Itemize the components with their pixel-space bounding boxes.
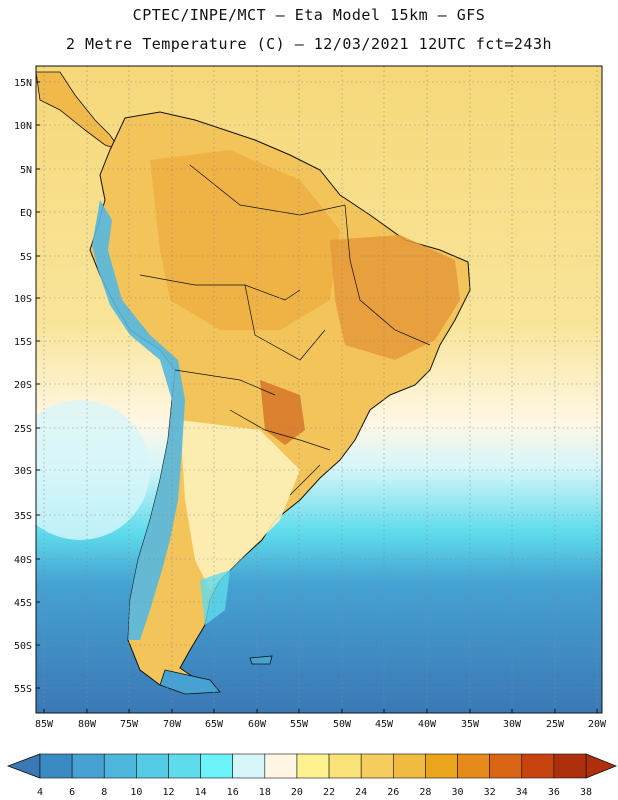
latitude-label: 15S	[14, 337, 32, 348]
cool-current-region	[36, 400, 150, 540]
colorbar-swatch	[103, 753, 137, 779]
latitude-label: 30S	[14, 466, 32, 477]
latitude-label: 20S	[14, 380, 32, 391]
colorbar-swatch	[71, 753, 105, 779]
colorbar-value-label: 30	[452, 787, 464, 798]
colorbar-value-label: 24	[355, 787, 367, 798]
patagonia-cool-region	[200, 570, 230, 625]
colorbar-value-label: 34	[516, 787, 528, 798]
longitude-label: 50W	[333, 719, 352, 730]
colorbar: 4 6 8 10 12 14 16 18 20 22 24 26 28 30 32 34 36 38	[6, 753, 618, 798]
latitude-labels: 15N 10N 5N EQ 5S 10S 15S 20S 25S 30S 35S 40S 45S 50S 5…	[14, 78, 40, 695]
andes-cold-band	[92, 200, 185, 640]
colorbar-value-label: 12	[162, 787, 174, 798]
longitude-label: 45W	[375, 719, 394, 730]
colorbar-value-label: 26	[387, 787, 399, 798]
colorbar-swatch	[39, 753, 73, 779]
latitude-label: 5N	[20, 165, 32, 176]
colorbar-left-arrow	[6, 753, 41, 779]
latitude-label: 25S	[14, 424, 32, 435]
colorbar-swatch	[168, 753, 201, 779]
longitude-label: 65W	[205, 719, 224, 730]
colorbar-value-label: 14	[195, 787, 207, 798]
map-title-line-2: 2 Metre Temperature (C) – 12/03/2021 12U…	[65, 35, 553, 53]
temperate-south-region	[180, 420, 300, 590]
latitude-label: 50S	[14, 641, 32, 652]
colorbar-swatch	[425, 753, 458, 779]
longitude-label: 70W	[163, 719, 182, 730]
colorbar-swatch	[360, 753, 394, 779]
latitude-label: 5S	[20, 252, 32, 263]
latitude-label: 55S	[14, 684, 32, 695]
colorbar-swatch	[136, 753, 169, 779]
colorbar-right-arrow	[585, 753, 618, 779]
colorbar-value-label: 10	[130, 787, 142, 798]
latitude-label: 35S	[14, 511, 32, 522]
colorbar-value-label: 8	[101, 787, 107, 798]
longitude-label: 85W	[35, 719, 54, 730]
longitude-label: 60W	[248, 719, 267, 730]
colorbar-swatch	[264, 753, 298, 779]
colorbar-value-label: 22	[323, 787, 335, 798]
colorbar-swatch	[232, 753, 266, 779]
longitude-label: 30W	[503, 719, 522, 730]
colorbar-value-label: 16	[227, 787, 239, 798]
colorbar-swatch	[392, 753, 426, 779]
colorbar-swatch	[521, 753, 555, 779]
tierra-del-fuego-land	[159, 669, 221, 695]
colorbar-swatch	[200, 753, 234, 779]
longitude-labels: 85W 80W 75W 70W 65W 60W 55W 50W 45W 40W 35W 30W 25W 2…	[35, 709, 607, 730]
hot-northeast-region	[330, 235, 460, 360]
colorbar-swatch	[553, 753, 587, 779]
colorbar-swatch	[328, 753, 362, 779]
longitude-label: 35W	[461, 719, 480, 730]
country-borders	[139, 164, 431, 496]
longitude-label: 80W	[78, 719, 97, 730]
map-area	[36, 66, 602, 713]
colorbar-value-label: 32	[484, 787, 496, 798]
longitude-label: 25W	[546, 719, 565, 730]
latitude-label: 15N	[14, 78, 32, 89]
colorbar-value-label: 36	[548, 787, 560, 798]
colorbar-swatch	[489, 753, 523, 779]
colorbar-value-label: 6	[69, 787, 75, 798]
latitude-label: EQ	[20, 208, 32, 219]
colorbar-swatch	[457, 753, 490, 779]
colorbar-value-label: 28	[419, 787, 431, 798]
colorbar-value-label: 38	[580, 787, 592, 798]
map-title-line-1: CPTEC/INPE/MCT – Eta Model 15km – GFS	[132, 6, 486, 24]
hottest-region	[260, 380, 305, 445]
colorbar-value-label: 4	[37, 787, 43, 798]
longitude-label: 20W	[588, 719, 607, 730]
longitude-label: 75W	[120, 719, 139, 730]
colorbar-value-label: 20	[291, 787, 303, 798]
longitude-label: 40W	[418, 719, 437, 730]
colorbar-swatch	[296, 753, 330, 779]
latitude-label: 40S	[14, 555, 32, 566]
latitude-label: 10N	[14, 121, 32, 132]
falkland-islands-land	[249, 655, 273, 665]
map-frame	[35, 65, 603, 714]
colorbar-value-label: 18	[259, 787, 271, 798]
longitude-label: 55W	[290, 719, 309, 730]
latitude-label: 45S	[14, 598, 32, 609]
latitude-label: 10S	[14, 294, 32, 305]
